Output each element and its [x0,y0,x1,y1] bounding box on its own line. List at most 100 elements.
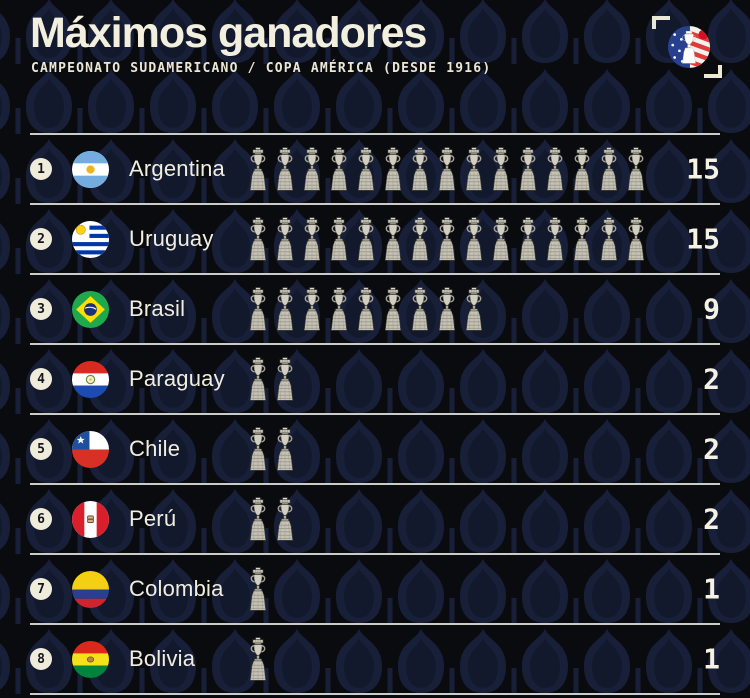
trophy-icon [384,217,402,261]
table-row-peru: 6 Perú [30,483,720,553]
trophy-icon [276,427,294,471]
rank-badge: 2 [30,228,52,250]
country-name: Brasil [129,296,186,321]
wins-count: 15 [686,152,720,186]
trophy-icon [384,287,402,331]
trophy-icon [330,287,348,331]
table-row-argentina: 1 Argentina [30,133,720,203]
table-row-chile: 5 Chile [30,413,720,483]
trophy-icon [249,357,267,401]
country-name: Chile [129,436,181,461]
flag-paraguay-icon [72,360,109,398]
trophy-icon [357,217,375,261]
trophy-icon [330,147,348,191]
trophy-icon [492,147,510,191]
trophy-icon [546,217,564,261]
flag-colombia-icon [72,570,109,608]
trophy-icon [573,217,591,261]
flag-argentina-icon [72,150,109,188]
trophy-icon [411,217,429,261]
trophy-icon [276,287,294,331]
country-name: Argentina [129,156,225,181]
wins-count: 1 [703,572,720,606]
trophy-icon [303,147,321,191]
wins-count: 9 [703,292,720,326]
trophy-icon [249,217,267,261]
trophy-icon [600,147,618,191]
trophy-icon [249,427,267,471]
flag-brasil-icon [72,290,109,328]
rank-badge: 5 [30,438,52,460]
trophy-icon [303,287,321,331]
country-name: Colombia [129,576,224,601]
rank-badge: 3 [30,298,52,320]
trophy-icon [303,217,321,261]
trophy-icon [357,287,375,331]
trophy-icon [357,147,375,191]
wins-count: 15 [686,222,720,256]
flag-peru-icon [72,500,109,538]
trophy-row [248,286,484,332]
trophy-icon [276,217,294,261]
wins-count: 2 [703,502,720,536]
rank-badge: 6 [30,508,52,530]
trophy-icon [411,287,429,331]
rank-badge: 7 [30,578,52,600]
table-row-paraguay: 4 Paraguay [30,343,720,413]
country-name: Uruguay [129,226,214,251]
trophy-icon [519,147,537,191]
trophy-icon [330,217,348,261]
trophy-icon [276,497,294,541]
trophy-icon [249,567,267,611]
copa-america-badge-icon [667,25,711,69]
trophy-icon [465,287,483,331]
trophy-icon [276,147,294,191]
wins-count: 2 [703,362,720,396]
trophy-icon [492,217,510,261]
wins-count: 1 [703,642,720,676]
bracket-top-left-icon [652,16,670,29]
table-row-brasil: 3 Brasil [30,273,720,343]
rank-badge: 4 [30,368,52,390]
flag-chile-icon [72,430,109,468]
trophy-icon [249,497,267,541]
trophy-icon [627,147,645,191]
trophy-icon [600,217,618,261]
winners-table: 1 Argentina [30,133,720,695]
trophy-icon [438,287,456,331]
page-subtitle: CAMPEONATO SUDAMERICANO / COPA AMÉRICA (… [31,61,492,76]
trophy-row [248,636,268,682]
trophy-icon [573,147,591,191]
country-name: Bolivia [129,646,196,671]
trophy-icon [627,217,645,261]
trophy-icon [438,147,456,191]
trophy-icon [519,217,537,261]
trophy-row [248,356,295,402]
trophy-row [248,566,268,612]
trophy-row [248,216,646,262]
trophy-icon [438,217,456,261]
trophy-icon [249,637,267,681]
page-title: Máximos ganadores [30,9,427,57]
copa-america-logo [652,16,722,78]
bracket-bottom-right-icon [704,65,722,78]
table-row-colombia: 7 Colombia [30,553,720,623]
trophy-icon [249,147,267,191]
trophy-icon [411,147,429,191]
table-row-bolivia: 8 Bolivia [30,623,720,693]
wins-count: 2 [703,432,720,466]
trophy-icon [465,217,483,261]
trophy-row [248,426,295,472]
trophy-icon [465,147,483,191]
trophy-icon [276,357,294,401]
trophy-icon [546,147,564,191]
trophy-row [248,146,646,192]
trophy-icon [384,147,402,191]
country-name: Paraguay [129,366,225,391]
rank-badge: 1 [30,158,52,180]
flag-uruguay-icon [72,220,109,258]
country-name: Perú [129,506,177,531]
